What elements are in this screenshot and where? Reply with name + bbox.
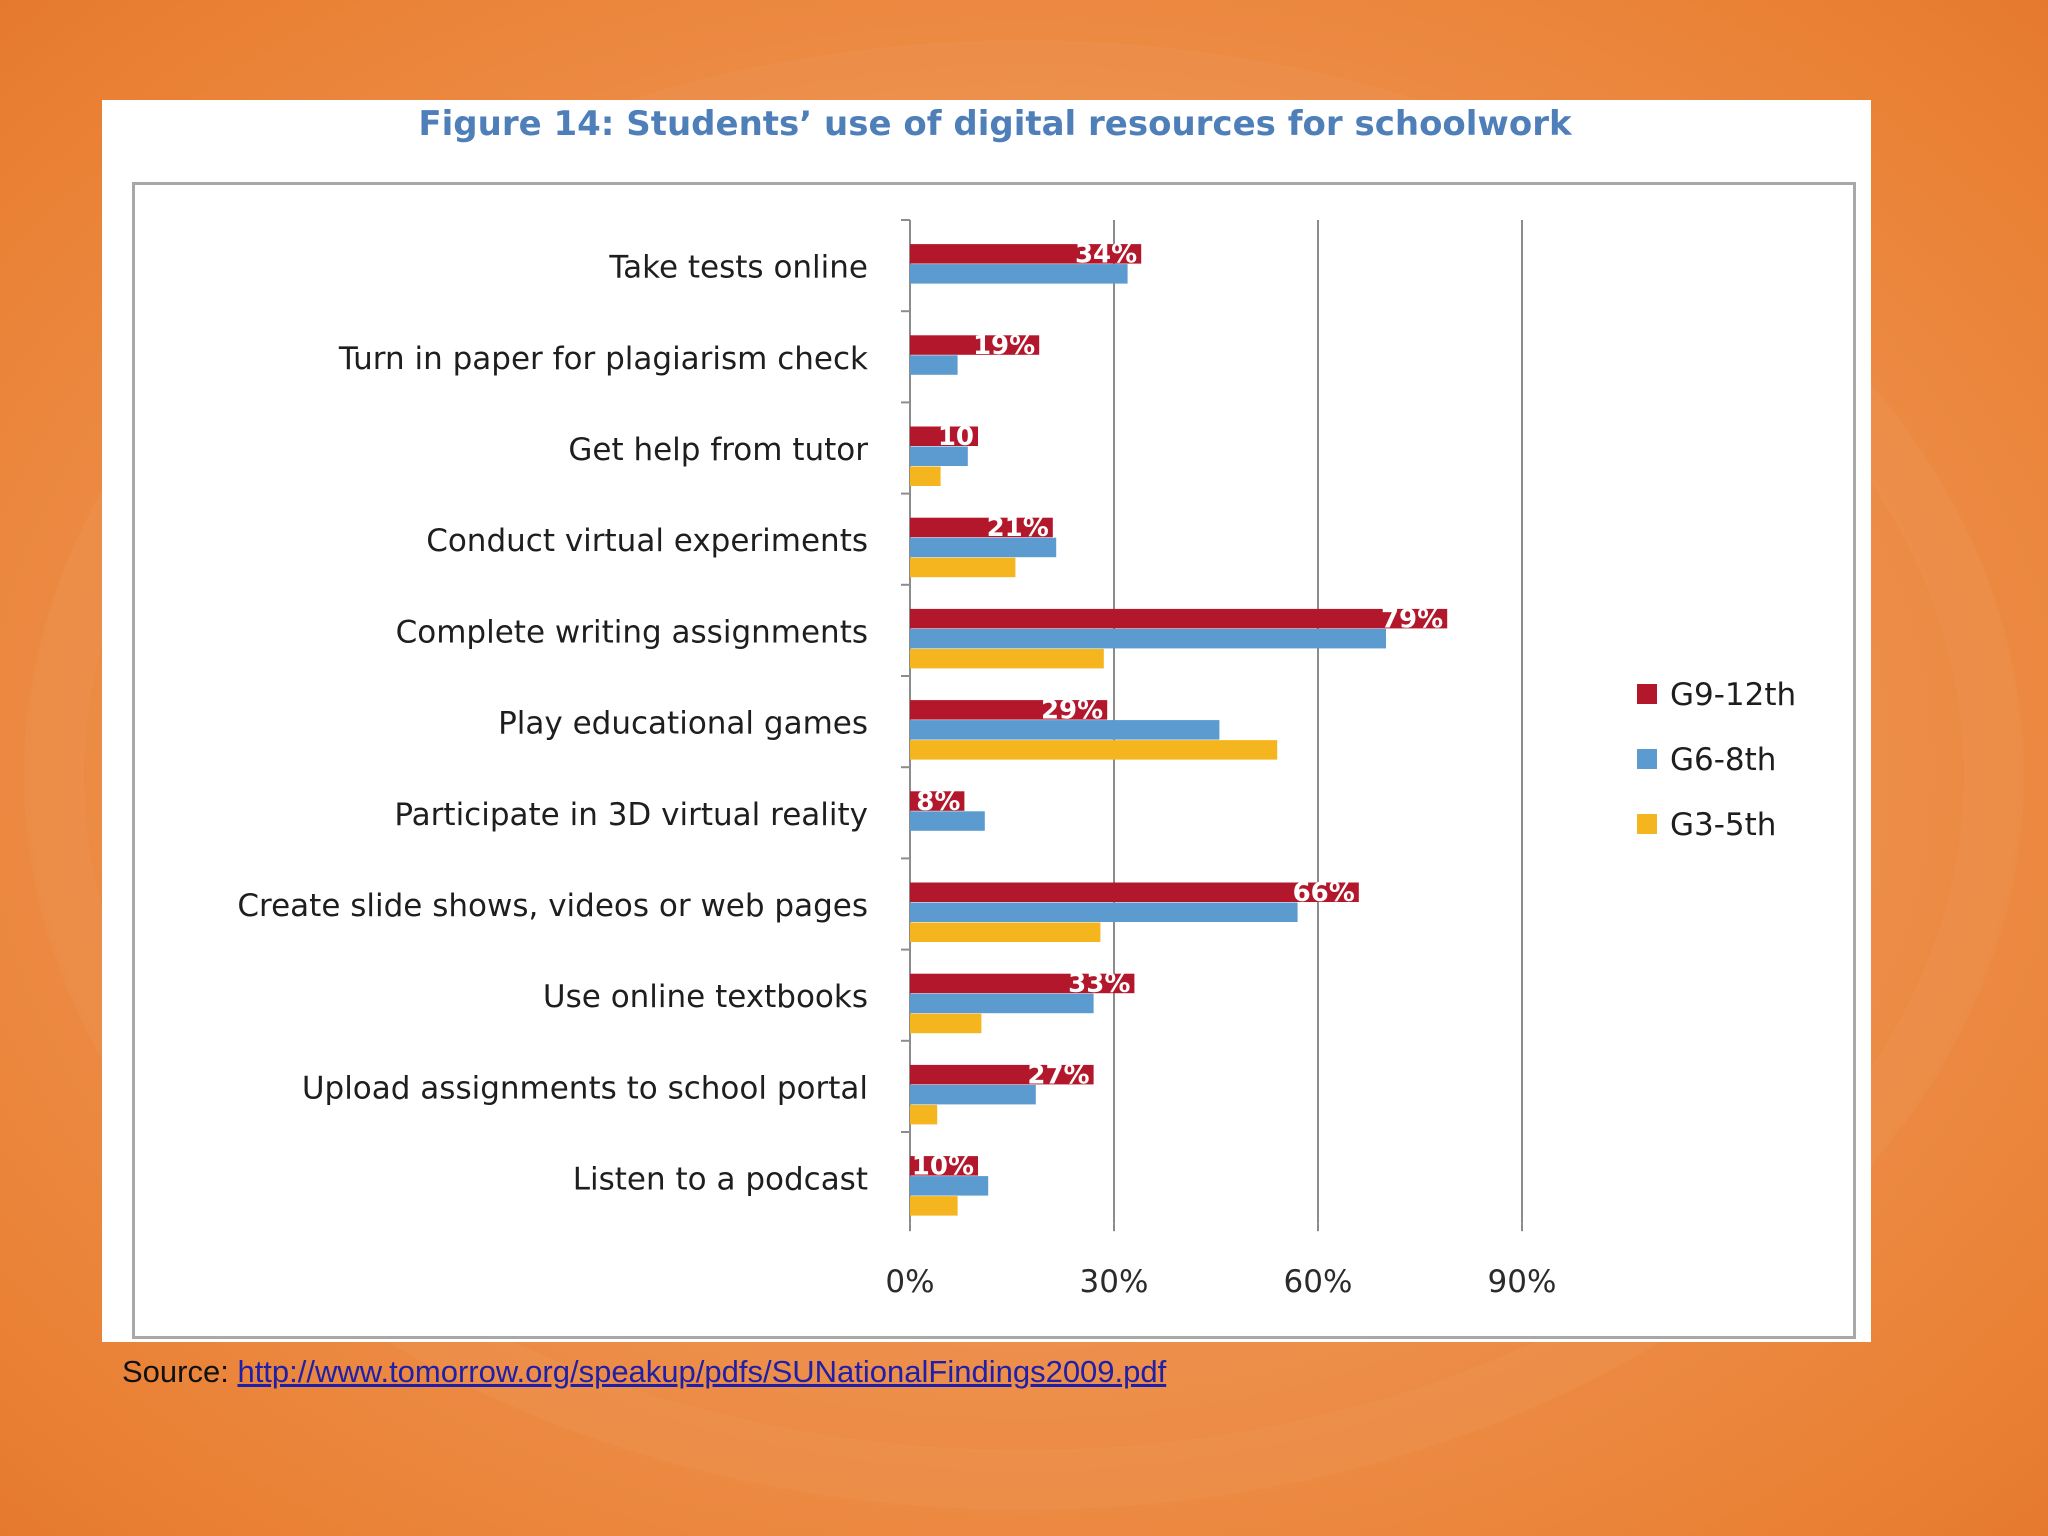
- x-tick-label: 60%: [1284, 1264, 1353, 1300]
- bar-g6-8th: [910, 264, 1128, 284]
- bar-g9-12th: [910, 608, 1448, 629]
- category-label: Upload assignments to school portal: [302, 1070, 868, 1106]
- chart-frame: [132, 182, 1856, 1339]
- bar-g3-5th: [910, 922, 1101, 942]
- data-label: 79%: [1381, 604, 1443, 634]
- bar-g9-12th: [910, 1156, 978, 1176]
- category-label: Participate in 3D virtual reality: [394, 797, 868, 833]
- bar-g6-8th: [910, 811, 985, 831]
- legend-label: G9-12th: [1670, 677, 1796, 713]
- category-label: Conduct virtual experiments: [426, 523, 868, 559]
- bar-g9-12th: [910, 973, 1135, 994]
- bar-g9-12th: [910, 244, 1142, 264]
- category-label: Get help from tutor: [568, 432, 868, 468]
- source-label: Source:: [122, 1354, 238, 1389]
- category-label: Use online textbooks: [543, 979, 868, 1015]
- bar-g3-5th: [910, 557, 1016, 578]
- data-label: 66%: [1293, 878, 1355, 908]
- bar-g9-12th: [910, 335, 1040, 355]
- data-label: 19%: [973, 331, 1035, 361]
- legend-swatch: [1637, 814, 1657, 834]
- bar-g6-8th: [910, 1084, 1036, 1105]
- legend-swatch: [1637, 684, 1657, 704]
- source-line: Source: http://www.tomorrow.org/speakup/…: [122, 1352, 1166, 1392]
- x-tick-label: 30%: [1080, 1264, 1149, 1300]
- bar-g6-8th: [910, 537, 1057, 558]
- bar-g6-8th: [910, 355, 958, 375]
- bar-g3-5th: [910, 1196, 958, 1216]
- bar-g6-8th: [910, 446, 968, 466]
- bar-g3-5th: [910, 648, 1104, 669]
- bar-g3-5th: [910, 740, 1278, 760]
- category-label: Create slide shows, videos or web pages: [237, 888, 868, 924]
- bar-g9-12th: [910, 1064, 1094, 1085]
- chart-title: Figure 14: Students’ use of digital reso…: [418, 104, 1572, 144]
- bar-g9-12th: [910, 517, 1053, 538]
- bar-g6-8th: [910, 720, 1220, 740]
- bar-g3-5th: [910, 1013, 982, 1034]
- bar-g3-5th: [910, 466, 941, 486]
- x-tick-label: 0%: [885, 1264, 934, 1300]
- category-label: Turn in paper for plagiarism check: [338, 341, 868, 377]
- category-label: Take tests online: [608, 250, 868, 286]
- legend-swatch: [1637, 749, 1657, 769]
- bar-g6-8th: [910, 628, 1386, 649]
- data-label: 27%: [1027, 1060, 1089, 1090]
- legend-label: G6-8th: [1670, 742, 1776, 778]
- legend-label: G3-5th: [1670, 807, 1776, 843]
- category-label: Listen to a podcast: [573, 1162, 868, 1198]
- bar-g6-8th: [910, 1176, 989, 1196]
- category-label: Complete writing assignments: [396, 614, 868, 650]
- bar-g9-12th: [910, 700, 1108, 720]
- x-tick-label: 90%: [1488, 1264, 1557, 1300]
- bar-g9-12th: [910, 791, 965, 811]
- bar-g6-8th: [910, 993, 1094, 1014]
- source-link[interactable]: http://www.tomorrow.org/speakup/pdfs/SUN…: [237, 1354, 1167, 1389]
- bar-g9-12th: [910, 426, 978, 446]
- bar-g6-8th: [910, 902, 1298, 922]
- bar-g9-12th: [910, 882, 1359, 902]
- bar-g3-5th: [910, 1104, 938, 1125]
- category-label: Play educational games: [498, 706, 868, 742]
